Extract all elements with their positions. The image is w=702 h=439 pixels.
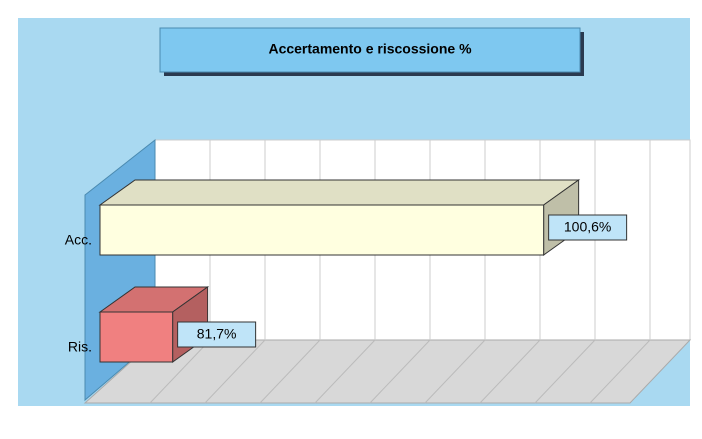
y-tick-label: Acc.	[65, 232, 92, 248]
floor-line	[314, 339, 376, 404]
floor-line	[204, 339, 266, 404]
floor-line	[479, 339, 541, 404]
floor-line	[259, 339, 321, 404]
floor-line	[589, 339, 651, 404]
floor-line	[369, 339, 431, 404]
bars: 100,6% Acc. 81,7% Ris.	[65, 179, 628, 363]
bar-top	[98, 179, 581, 206]
floor-line	[534, 339, 596, 404]
y-tick-label: Ris.	[68, 339, 92, 355]
title-box	[159, 27, 581, 73]
bar	[99, 311, 174, 363]
value-label-box	[548, 214, 628, 241]
value-label-box	[177, 321, 257, 348]
chart-title: Accertamento e riscossione %	[268, 41, 472, 57]
floor-line	[149, 339, 211, 404]
bar	[99, 204, 545, 256]
value-label: 81,7%	[197, 326, 237, 342]
floor-line	[424, 339, 486, 404]
value-label: 100,6%	[564, 219, 611, 235]
